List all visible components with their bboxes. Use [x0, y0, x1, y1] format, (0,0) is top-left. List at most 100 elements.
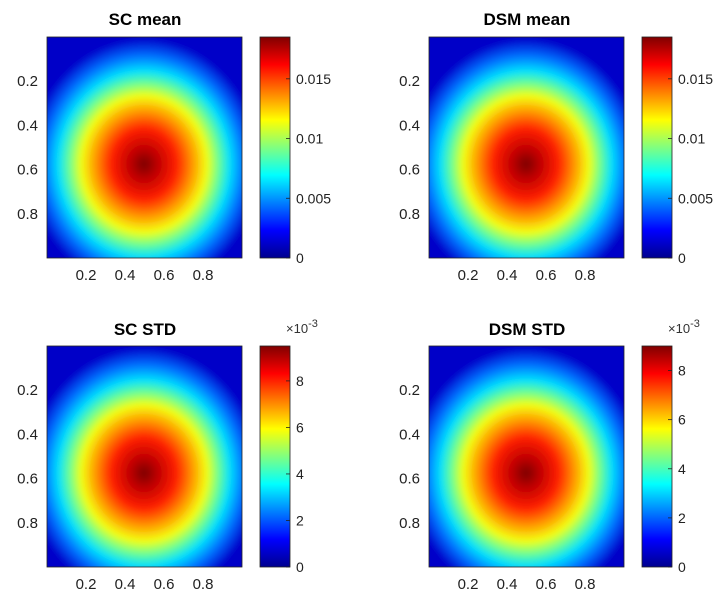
chart-title: SC STD	[114, 320, 176, 339]
heatmap	[46, 345, 243, 568]
y-axis: 0.2 0.4 0.6 0.8	[399, 382, 420, 532]
colorbar: 0 0.005 0.01 0.015	[259, 36, 331, 266]
y-tick-label: 0.4	[17, 426, 38, 443]
y-tick-label: 0.6	[17, 471, 38, 488]
y-tick-label: 0.2	[399, 382, 420, 399]
chart-svg: DSM mean 0.2 0.4 0.6 0.8 0.2 0.4 0.6 0.8 0 0.00…	[399, 10, 713, 284]
y-tick-label: 0.4	[399, 117, 420, 134]
heatmap-blob	[429, 347, 624, 567]
colorbar-tick-label: 6	[678, 412, 686, 428]
heatmap-blob	[47, 38, 242, 258]
x-tick-label: 0.8	[575, 267, 596, 284]
y-tick-label: 0.2	[17, 73, 38, 90]
x-tick-label: 0.2	[76, 267, 97, 284]
chart-title: DSM STD	[489, 320, 566, 339]
x-tick-label: 0.2	[458, 576, 479, 593]
chart-title: SC mean	[109, 10, 182, 29]
x-tick-label: 0.6	[536, 576, 557, 593]
heatmap	[428, 345, 625, 568]
colorbar-ticks: 0 2 4 6 8	[668, 363, 686, 575]
colorbar-tick-label: 8	[296, 373, 304, 389]
y-tick-label: 0.8	[399, 206, 420, 223]
chart-svg: DSM STD 0.2 0.4 0.6 0.8 0.2 0.4 0.6 0.8 0 2 4 6 8 …	[399, 318, 700, 593]
colorbar-tick-label: 4	[296, 466, 304, 482]
colorbar-multiplier: ×10-3	[668, 318, 700, 336]
colorbar-gradient	[642, 346, 672, 567]
chart-svg: SC STD 0.2 0.4 0.6 0.8 0.2 0.4 0.6 0.8 0 2 4 6 8 ×…	[17, 318, 318, 593]
x-tick-label: 0.6	[154, 576, 175, 593]
y-axis: 0.2 0.4 0.6 0.8	[17, 382, 38, 532]
colorbar-frame	[259, 36, 291, 259]
colorbar-gradient	[260, 37, 290, 258]
colorbar: 0 2 4 6 8 ×10-3	[641, 318, 700, 575]
x-axis: 0.2 0.4 0.6 0.8	[76, 267, 214, 284]
colorbar-tick-label: 0.005	[296, 190, 331, 206]
y-tick-label: 0.6	[17, 162, 38, 179]
x-tick-label: 0.8	[575, 576, 596, 593]
x-tick-label: 0.8	[193, 576, 214, 593]
y-tick-label: 0.2	[399, 73, 420, 90]
colorbar-tick-label: 0.005	[678, 190, 713, 206]
colorbar-tick-label: 0.01	[296, 131, 323, 147]
x-tick-label: 0.2	[76, 576, 97, 593]
colorbar-tick-label: 0	[678, 559, 686, 575]
colorbar-tick-label: 0.01	[678, 131, 705, 147]
colorbar-gradient	[260, 346, 290, 567]
x-axis: 0.2 0.4 0.6 0.8	[458, 576, 596, 593]
x-tick-label: 0.6	[536, 267, 557, 284]
x-tick-label: 0.4	[497, 267, 518, 284]
colorbar-tick-label: 4	[678, 461, 686, 477]
x-tick-label: 0.8	[193, 267, 214, 284]
colorbar-ticks: 0 2 4 6 8	[286, 373, 304, 575]
colorbar: 0 0.005 0.01 0.015	[641, 36, 713, 266]
x-tick-label: 0.4	[497, 576, 518, 593]
x-tick-label: 0.4	[115, 267, 136, 284]
y-tick-label: 0.6	[399, 471, 420, 488]
heatmap	[428, 36, 625, 259]
y-tick-label: 0.2	[17, 382, 38, 399]
y-tick-label: 0.6	[399, 162, 420, 179]
heatmap-frame	[46, 345, 243, 568]
colorbar-frame	[259, 345, 291, 568]
y-tick-label: 0.4	[399, 426, 420, 443]
chart-svg: SC mean 0.2 0.4 0.6 0.8 0.2 0.4 0.6 0.8 0 0.005…	[17, 10, 331, 284]
chart-title: DSM mean	[484, 10, 571, 29]
chart-panel-0: SC mean 0.2 0.4 0.6 0.8 0.2 0.4 0.6 0.8 0 0.005…	[0, 0, 364, 299]
x-axis: 0.2 0.4 0.6 0.8	[76, 576, 214, 593]
colorbar-tick-label: 6	[296, 419, 304, 435]
chart-panel-2: SC STD 0.2 0.4 0.6 0.8 0.2 0.4 0.6 0.8 0 2 4 6 8 ×…	[0, 300, 364, 599]
heatmap-frame	[428, 36, 625, 259]
colorbar-tick-label: 0	[296, 559, 304, 575]
heatmap-frame	[46, 36, 243, 259]
y-tick-label: 0.8	[399, 515, 420, 532]
heatmap-frame	[428, 345, 625, 568]
heatmap	[46, 36, 243, 259]
colorbar-tick-label: 0	[296, 250, 304, 266]
colorbar-tick-label: 0	[678, 250, 686, 266]
chart-panel-1: DSM mean 0.2 0.4 0.6 0.8 0.2 0.4 0.6 0.8 0 0.00…	[382, 0, 728, 299]
heatmap-blob	[47, 347, 242, 567]
colorbar-ticks: 0 0.005 0.01 0.015	[668, 71, 713, 266]
heatmap-blob	[429, 38, 624, 258]
colorbar: 0 2 4 6 8 ×10-3	[259, 318, 318, 575]
y-tick-label: 0.4	[17, 117, 38, 134]
y-axis: 0.2 0.4 0.6 0.8	[17, 73, 38, 223]
colorbar-tick-label: 2	[296, 512, 304, 528]
y-axis: 0.2 0.4 0.6 0.8	[399, 73, 420, 223]
colorbar-tick-label: 8	[678, 363, 686, 379]
colorbar-tick-label: 0.015	[296, 71, 331, 87]
x-axis: 0.2 0.4 0.6 0.8	[458, 267, 596, 284]
y-tick-label: 0.8	[17, 515, 38, 532]
x-tick-label: 0.4	[115, 576, 136, 593]
y-tick-label: 0.8	[17, 206, 38, 223]
colorbar-frame	[641, 36, 673, 259]
colorbar-tick-label: 2	[678, 510, 686, 526]
x-tick-label: 0.2	[458, 267, 479, 284]
colorbar-tick-label: 0.015	[678, 71, 713, 87]
chart-panel-3: DSM STD 0.2 0.4 0.6 0.8 0.2 0.4 0.6 0.8 0 2 4 6 8 …	[382, 300, 728, 599]
x-tick-label: 0.6	[154, 267, 175, 284]
colorbar-frame	[641, 345, 673, 568]
colorbar-gradient	[642, 37, 672, 258]
colorbar-ticks: 0 0.005 0.01 0.015	[286, 71, 331, 266]
colorbar-multiplier: ×10-3	[286, 318, 318, 336]
